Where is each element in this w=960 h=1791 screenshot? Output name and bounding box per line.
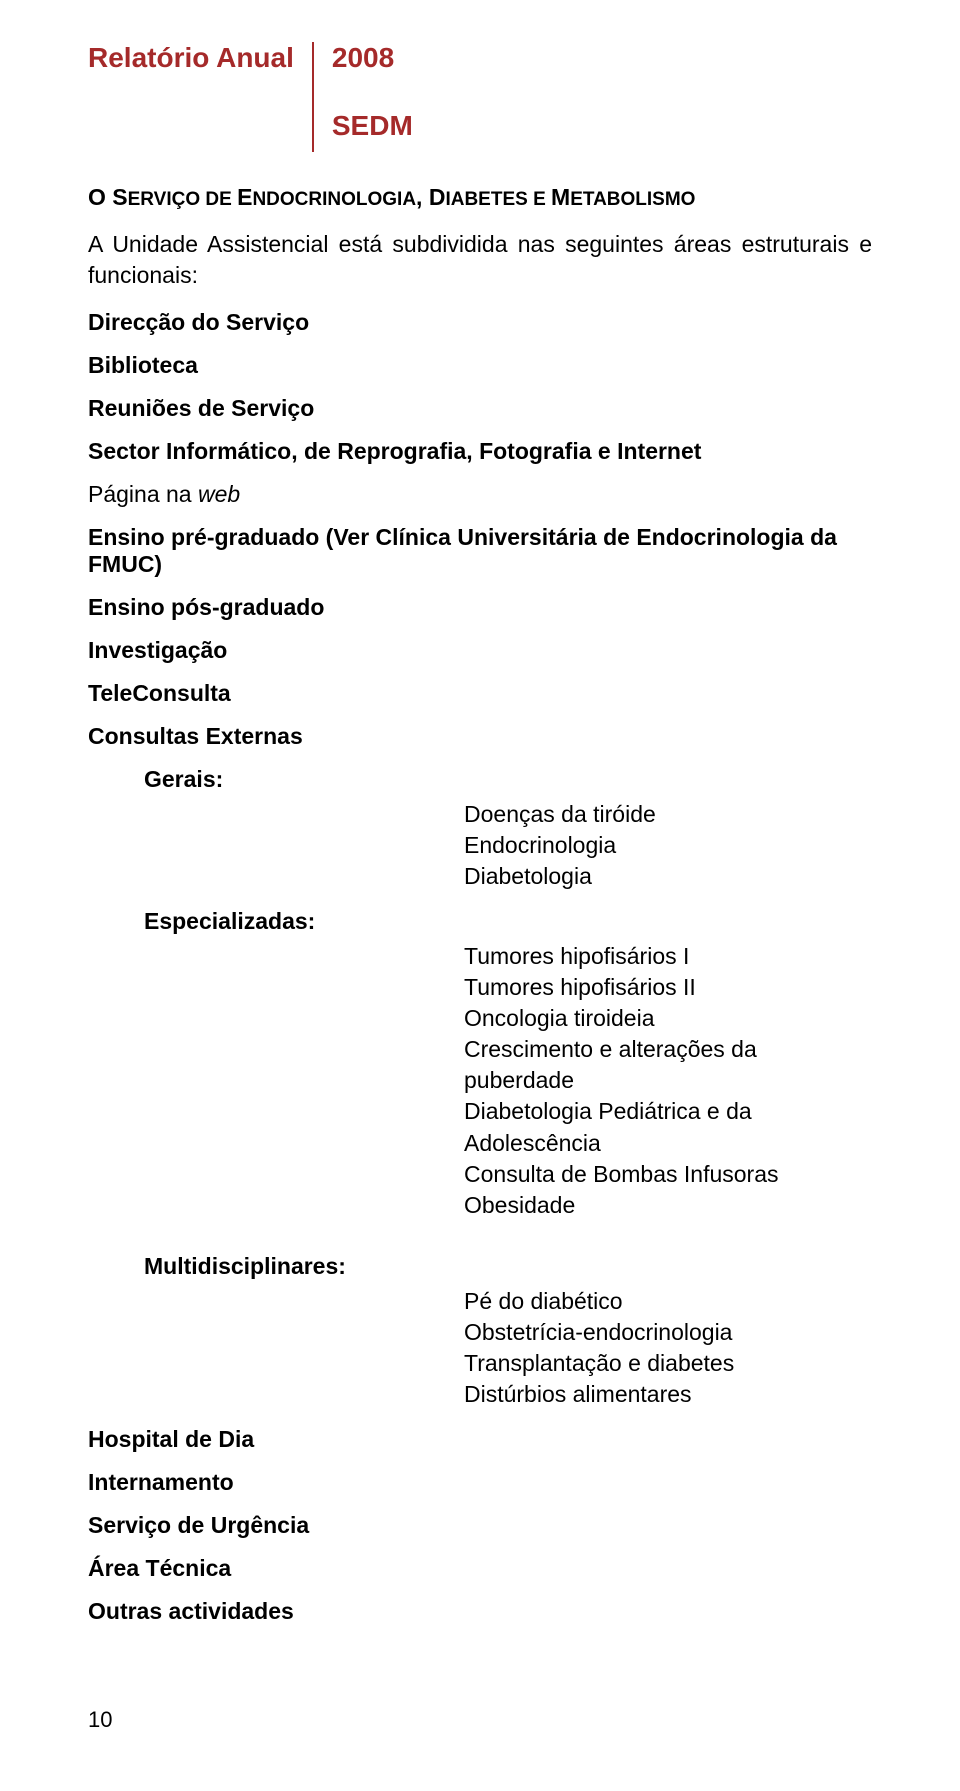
block-multidisciplinares: Multidisciplinares: Pé do diabético Obst… xyxy=(88,1253,872,1410)
title-part: E xyxy=(237,184,252,210)
list-multidisciplinares: Pé do diabético Obstetrícia-endocrinolog… xyxy=(144,1286,872,1410)
list-gerais: Doenças da tiróide Endocrinologia Diabet… xyxy=(144,799,872,892)
title-part: D xyxy=(429,184,446,210)
list-item: Transplantação e diabetes xyxy=(464,1348,872,1379)
list-especializadas: Tumores hipofisários I Tumores hipofisár… xyxy=(144,941,872,1220)
list-item: Diabetologia Pediátrica e da Adolescênci… xyxy=(464,1096,872,1158)
item-pagina: Página na web xyxy=(88,481,872,508)
item-investigacao: Investigação xyxy=(88,637,872,664)
title-part: ETABOLISMO xyxy=(570,189,695,210)
page-number: 10 xyxy=(88,1707,112,1733)
list-item: Consulta de Bombas Infusoras xyxy=(464,1159,872,1190)
header-right: 2008 SEDM xyxy=(332,42,413,152)
block-gerais: Gerais: Doenças da tiróide Endocrinologi… xyxy=(88,766,872,892)
header-acronym: SEDM xyxy=(332,110,413,142)
pagina-web: web xyxy=(198,481,240,507)
list-item: Diabetologia xyxy=(464,861,872,892)
list-item: Obstetrícia-endocrinologia xyxy=(464,1317,872,1348)
list-item: Crescimento e alterações da puberdade xyxy=(464,1034,872,1096)
section-title: O SERVIÇO DE ENDOCRINOLOGIA, DIABETES E … xyxy=(88,184,872,211)
page-header: Relatório Anual 2008 SEDM xyxy=(88,42,872,152)
intro-text: A Unidade Assistencial está subdividida … xyxy=(88,229,872,291)
list-item: Pé do diabético xyxy=(464,1286,872,1317)
list-item: Obesidade xyxy=(464,1190,872,1221)
item-reunioes: Reuniões de Serviço xyxy=(88,395,872,422)
label-multidisciplinares: Multidisciplinares: xyxy=(144,1253,872,1280)
title-part: ERVIÇO DE xyxy=(128,189,237,210)
list-item: Oncologia tiroideia xyxy=(464,1003,872,1034)
item-sector: Sector Informático, de Reprografia, Foto… xyxy=(88,438,872,465)
item-biblioteca: Biblioteca xyxy=(88,352,872,379)
item-hospital-dia: Hospital de Dia xyxy=(88,1426,872,1453)
list-item: Tumores hipofisários I xyxy=(464,941,872,972)
block-especializadas: Especializadas: Tumores hipofisários I T… xyxy=(88,908,872,1220)
item-consultas-externas: Consultas Externas xyxy=(88,723,872,750)
title-part: M xyxy=(551,184,570,210)
item-urgencia: Serviço de Urgência xyxy=(88,1512,872,1539)
item-internamento: Internamento xyxy=(88,1469,872,1496)
header-divider xyxy=(312,42,314,152)
title-part: IABETES E xyxy=(445,189,551,210)
item-direccao: Direcção do Serviço xyxy=(88,309,872,336)
title-part: , xyxy=(416,184,429,210)
title-part: NDOCRINOLOGIA xyxy=(252,189,416,210)
item-ensino-pre: Ensino pré-graduado (Ver Clínica Univers… xyxy=(88,524,872,578)
content: O SERVIÇO DE ENDOCRINOLOGIA, DIABETES E … xyxy=(88,160,872,1625)
page-container: Relatório Anual 2008 SEDM O SERVIÇO DE E… xyxy=(0,0,960,1625)
list-item: Doenças da tiróide xyxy=(464,799,872,830)
item-outras: Outras actividades xyxy=(88,1598,872,1625)
list-item: Distúrbios alimentares xyxy=(464,1379,872,1410)
list-item: Endocrinologia xyxy=(464,830,872,861)
item-teleconsulta: TeleConsulta xyxy=(88,680,872,707)
item-area-tecnica: Área Técnica xyxy=(88,1555,872,1582)
title-part: O S xyxy=(88,184,128,210)
header-title: Relatório Anual xyxy=(88,42,312,152)
header-year: 2008 xyxy=(332,42,413,74)
label-gerais: Gerais: xyxy=(144,766,872,793)
pagina-pre: Página na xyxy=(88,481,198,507)
label-especializadas: Especializadas: xyxy=(144,908,872,935)
list-item: Tumores hipofisários II xyxy=(464,972,872,1003)
item-ensino-pos: Ensino pós-graduado xyxy=(88,594,872,621)
intro-span: A Unidade Assistencial está subdividida … xyxy=(88,231,872,288)
